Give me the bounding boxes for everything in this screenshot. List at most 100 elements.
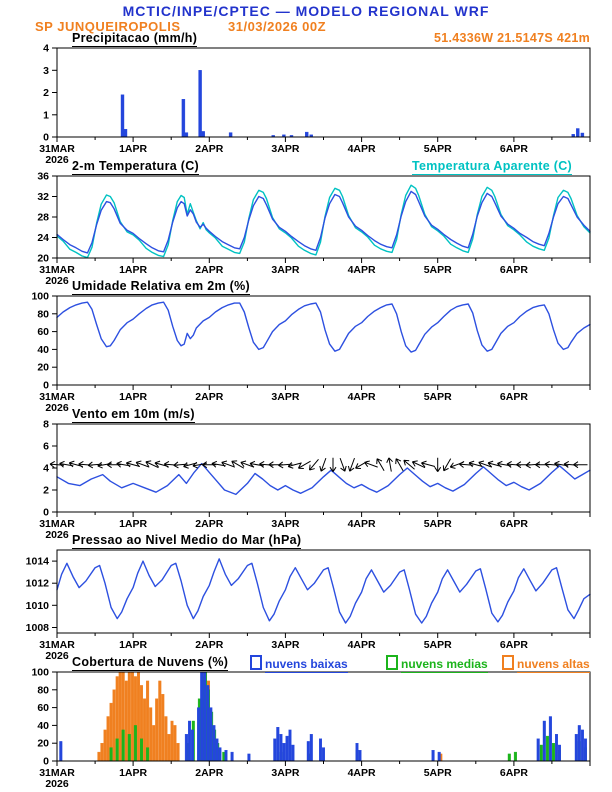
wind-arrow — [319, 457, 327, 472]
nuvens-medias-bar — [115, 738, 119, 762]
nuvens-baixas-bar — [583, 738, 587, 762]
page-title: MCTIC/INPE/CPTEC — MODELO REGIONAL WRF — [122, 3, 490, 19]
wind-arrow-glyph — [297, 460, 311, 470]
wind-arrow-glyph — [347, 457, 355, 472]
nuvens-altas-bar — [149, 707, 153, 762]
panel-title-precipitation-text: Precipitacao (mm/h) — [72, 31, 198, 47]
nuvens-altas-bar — [103, 729, 107, 762]
precip-bar — [305, 131, 309, 138]
apparent-temperature-line — [56, 184, 591, 259]
precip-bar — [120, 94, 125, 138]
nuvens-medias-bar — [507, 753, 511, 762]
x-tick-sublabel: 2026 — [45, 650, 69, 662]
x-tick-sublabel: 2026 — [45, 529, 69, 541]
y-tick-label: 60 — [37, 702, 49, 714]
y-tick-label: 6 — [43, 441, 49, 453]
nuvens-altas-bar — [167, 734, 171, 762]
nuvens-altas-bar — [155, 698, 159, 762]
nuvens-baixas-bar — [187, 720, 191, 762]
panel-title-pressure-text: Pressao ao Nivel Medio do Mar (hPa) — [72, 533, 302, 549]
x-tick-label: 31MAR — [39, 639, 75, 651]
precip-bar — [181, 98, 186, 138]
nuvens-baixas-bar — [200, 671, 204, 762]
nuvens-medias-bar — [139, 738, 143, 762]
wind-arrow-glyph — [364, 460, 378, 468]
nuvens-altas-bar — [143, 698, 147, 762]
x-tick-label: 2APR — [195, 639, 223, 651]
wind-arrow-glyph — [442, 458, 452, 472]
nuvens-altas-bar — [158, 680, 162, 762]
y-tick-label: 32 — [37, 191, 49, 203]
x-tick-label: 4APR — [348, 639, 376, 651]
legend-label-nuvens-medias: nuvens medias — [401, 657, 488, 673]
wind-arrow-glyph — [319, 457, 327, 472]
relative-humidity-line — [56, 301, 591, 353]
wind-arrow-glyph — [386, 457, 393, 472]
x-tick-label: 5APR — [424, 264, 452, 276]
wind-arrow — [183, 462, 198, 469]
nuvens-altas-bar — [152, 725, 156, 762]
legend-label-nuvens-baixas: nuvens baixas — [265, 657, 348, 673]
nuvens-altas-bar — [170, 720, 174, 762]
panel-title-humidity: Umidade Relativa em 2m (%) — [72, 279, 250, 295]
y-tick-label: 28 — [37, 212, 49, 224]
wind-arrow-glyph — [135, 460, 150, 468]
y-tick-label: 20 — [37, 253, 49, 265]
precip-bar — [201, 131, 205, 138]
x-tick-label: 3APR — [271, 143, 299, 155]
nuvens-baixas-bar — [437, 751, 441, 762]
nuvens-baixas-bar — [197, 707, 201, 762]
y-tick-label: 2 — [43, 87, 49, 99]
nuvens-altas-bar — [112, 689, 116, 762]
wind-arrow-glyph — [487, 460, 502, 468]
x-tick-label: 4APR — [348, 767, 376, 779]
y-tick-label: 1014 — [26, 556, 50, 568]
nuvens-altas-bar — [118, 671, 122, 762]
panel-title-pressure: Pressao ao Nivel Medio do Mar (hPa) — [72, 533, 302, 549]
wind-arrow — [403, 459, 415, 470]
y-tick-label: 4 — [43, 463, 49, 475]
x-tick-label: 6APR — [500, 639, 528, 651]
nuvens-altas-bar — [173, 725, 177, 762]
x-tick-sublabel: 2026 — [45, 402, 69, 414]
y-tick-label: 1 — [43, 109, 49, 121]
nuvens-baixas-bar — [209, 707, 213, 762]
nuvens-baixas-bar — [288, 729, 292, 762]
legend-box-mid-clouds-icon — [386, 655, 398, 670]
nuvens-baixas-bar — [203, 671, 207, 762]
nuvens-baixas-bar — [273, 738, 277, 762]
legend-nuvens-baixas: nuvens baixas — [250, 655, 348, 673]
panel-title-apparent-temperature-text: Temperatura Aparente (C) — [411, 159, 572, 175]
x-tick-label: 1APR — [119, 264, 147, 276]
wind-arrow-glyph — [421, 460, 436, 468]
x-tick-sublabel: 2026 — [45, 778, 69, 790]
wind-arrow — [395, 458, 404, 472]
pressure-frame — [56, 549, 591, 634]
precip-bar — [184, 132, 189, 138]
x-tick-label: 31MAR — [39, 767, 75, 779]
nuvens-baixas-bar — [59, 741, 63, 762]
x-tick-label: 2APR — [195, 518, 223, 530]
y-tick-label: 8 — [43, 419, 49, 431]
panel-title-temperature: 2-m Temperatura (C) — [72, 159, 200, 175]
panel-title-temperature-text: 2-m Temperatura (C) — [72, 159, 200, 175]
wind-arrow — [297, 460, 311, 470]
nuvens-baixas-bar — [224, 750, 228, 762]
wind-arrow — [376, 458, 385, 472]
wind-arrow — [487, 460, 502, 468]
wind-arrow — [287, 462, 302, 469]
x-tick-label: 4APR — [348, 143, 376, 155]
x-tick-label: 5APR — [424, 518, 452, 530]
nuvens-baixas-bar — [184, 734, 188, 762]
wind-arrow — [364, 460, 378, 468]
nuvens-baixas-bar — [282, 743, 286, 762]
y-tick-label: 100 — [31, 291, 49, 303]
x-tick-label: 31MAR — [39, 391, 75, 403]
precip-bar — [228, 132, 233, 138]
x-tick-label: 5APR — [424, 143, 452, 155]
x-tick-label: 31MAR — [39, 264, 75, 276]
wind-arrow-glyph — [202, 461, 217, 469]
precip-bar — [123, 128, 128, 138]
